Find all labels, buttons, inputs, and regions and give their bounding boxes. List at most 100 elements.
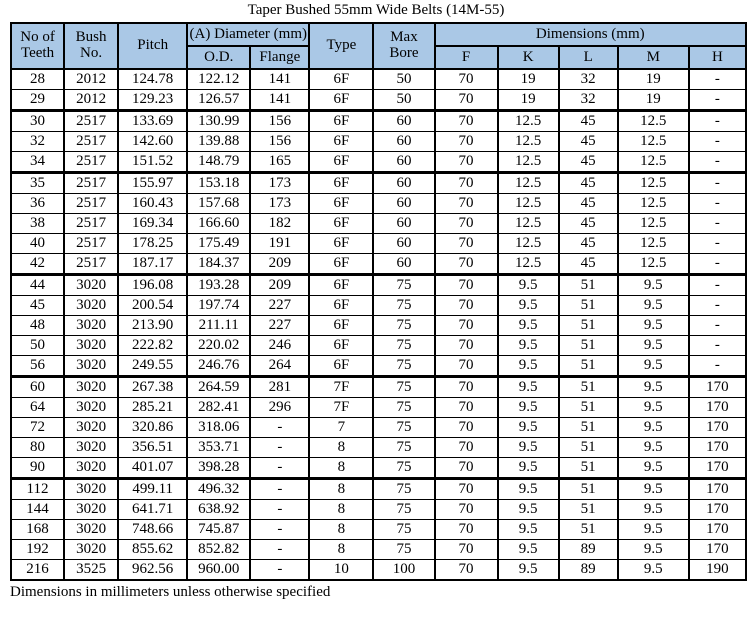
table-cell: 9.5 — [496, 437, 560, 458]
table-cell: 51 — [557, 457, 619, 479]
table-cell: 60 — [372, 131, 436, 152]
table-header: No of Teeth Bush No. Pitch (A) Diameter … — [9, 22, 748, 70]
table-cell: 51 — [557, 335, 619, 356]
table-cell: 60 — [372, 233, 436, 254]
table-cell: 170 — [687, 519, 748, 540]
table-cell: 12.5 — [616, 193, 690, 214]
belts-spec-table: No of Teeth Bush No. Pitch (A) Diameter … — [9, 22, 748, 581]
table-cell: 40 — [9, 233, 66, 254]
table-cell: 227 — [249, 315, 311, 336]
table-cell: 75 — [372, 477, 436, 500]
table-cell: 2517 — [63, 253, 120, 275]
table-cell: 45 — [557, 233, 619, 254]
table-cell: 51 — [557, 355, 619, 377]
table-cell: 9.5 — [496, 477, 560, 500]
table-cell: 6F — [308, 295, 375, 316]
table-cell: 187.17 — [117, 253, 189, 275]
table-cell: 19 — [616, 89, 690, 111]
table-cell: 264 — [249, 355, 311, 377]
table-row: 192 3020 855.62 852.82-8 75 70 9.5 89 9.5 170 — [9, 539, 748, 560]
table-cell: 200.54 — [117, 295, 189, 316]
table-cell: 30 — [9, 109, 66, 132]
table-cell: 9.5 — [496, 335, 560, 356]
table-cell: 38 — [9, 213, 66, 234]
table-cell: 9.5 — [496, 375, 560, 398]
table-cell: 6F — [308, 335, 375, 356]
col-header-od: O.D. — [186, 45, 252, 70]
table-cell: 7F — [308, 397, 375, 418]
table-cell: - — [249, 457, 311, 479]
table-cell: 129.23 — [117, 89, 189, 111]
table-cell: 196.08 — [117, 273, 189, 296]
table-cell: 209 — [249, 253, 311, 275]
table-cell: 70 — [433, 355, 499, 377]
table-cell: 6F — [308, 89, 375, 111]
table-cell: - — [687, 131, 748, 152]
table-cell: 70 — [433, 397, 499, 418]
table-cell: 9.5 — [616, 457, 690, 479]
table-cell: 496.32 — [186, 477, 252, 500]
table-cell: 9.5 — [616, 559, 690, 581]
table-cell: 70 — [433, 273, 499, 296]
col-header-l: L — [557, 45, 619, 70]
table-cell: 42 — [9, 253, 66, 275]
table-cell: 70 — [433, 109, 499, 132]
table-cell: 216 — [9, 559, 66, 581]
table-cell: 70 — [433, 68, 499, 90]
table-row: 56 3020 249.55 246.76 264 6F 75 70 9.5 51 9.5- — [9, 355, 748, 377]
table-cell: 165 — [249, 151, 311, 173]
table-cell: 169.34 — [117, 213, 189, 234]
table-cell: 70 — [433, 375, 499, 398]
table-cell: 153.18 — [186, 171, 252, 194]
table-cell: 170 — [687, 437, 748, 458]
table-cell: 6F — [308, 171, 375, 194]
table-cell: 12.5 — [496, 131, 560, 152]
table-cell: 60 — [372, 253, 436, 275]
table-body: 28 2012 124.78 122.12 141 6F 50 70 19 32 19-29 2012… — [9, 68, 748, 581]
table-cell: 130.99 — [186, 109, 252, 132]
table-row: 44 3020 196.08 193.28 209 6F 75 70 9.5 51 9.5- — [9, 273, 748, 296]
table-cell: 3020 — [63, 375, 120, 398]
col-header-max-bore: Max Bore — [372, 22, 436, 70]
table-cell: - — [687, 315, 748, 336]
table-cell: 60 — [9, 375, 66, 398]
table-cell: 2517 — [63, 151, 120, 173]
table-cell: 45 — [557, 131, 619, 152]
table-cell: 50 — [372, 68, 436, 90]
table-cell: 12.5 — [496, 151, 560, 173]
table-cell: 246 — [249, 335, 311, 356]
table-cell: 7F — [308, 375, 375, 398]
table-cell: - — [687, 213, 748, 234]
table-cell: 182 — [249, 213, 311, 234]
table-cell: 90 — [9, 457, 66, 479]
table-cell: 45 — [557, 193, 619, 214]
table-row: 45 3020 200.54 197.74 227 6F 75 70 9.5 51 9.5- — [9, 295, 748, 316]
table-cell: 9.5 — [496, 315, 560, 336]
table-cell: 70 — [433, 89, 499, 111]
col-header-pitch: Pitch — [117, 22, 189, 70]
table-cell: 12.5 — [496, 233, 560, 254]
table-cell: 191 — [249, 233, 311, 254]
table-cell: 34 — [9, 151, 66, 173]
table-cell: - — [687, 335, 748, 356]
table-cell: 28 — [9, 68, 66, 90]
table-cell: - — [687, 151, 748, 173]
table-cell: 70 — [433, 151, 499, 173]
table-cell: 2012 — [63, 68, 120, 90]
table-cell: 80 — [9, 437, 66, 458]
table-cell: 3020 — [63, 519, 120, 540]
table-row: 216 3525 962.56 960.00-10 100 70 9.5 89 9.5 190 — [9, 559, 748, 581]
table-cell: 75 — [372, 457, 436, 479]
table-cell: 173 — [249, 193, 311, 214]
table-cell: 170 — [687, 417, 748, 438]
table-cell: 296 — [249, 397, 311, 418]
table-cell: 8 — [308, 457, 375, 479]
table-cell: 12.5 — [616, 109, 690, 132]
table-cell: 3020 — [63, 417, 120, 438]
table-cell: 3020 — [63, 273, 120, 296]
table-cell: 170 — [687, 457, 748, 479]
table-cell: 9.5 — [616, 273, 690, 296]
table-cell: 209 — [249, 273, 311, 296]
table-cell: 12.5 — [616, 233, 690, 254]
table-cell: 170 — [687, 499, 748, 520]
